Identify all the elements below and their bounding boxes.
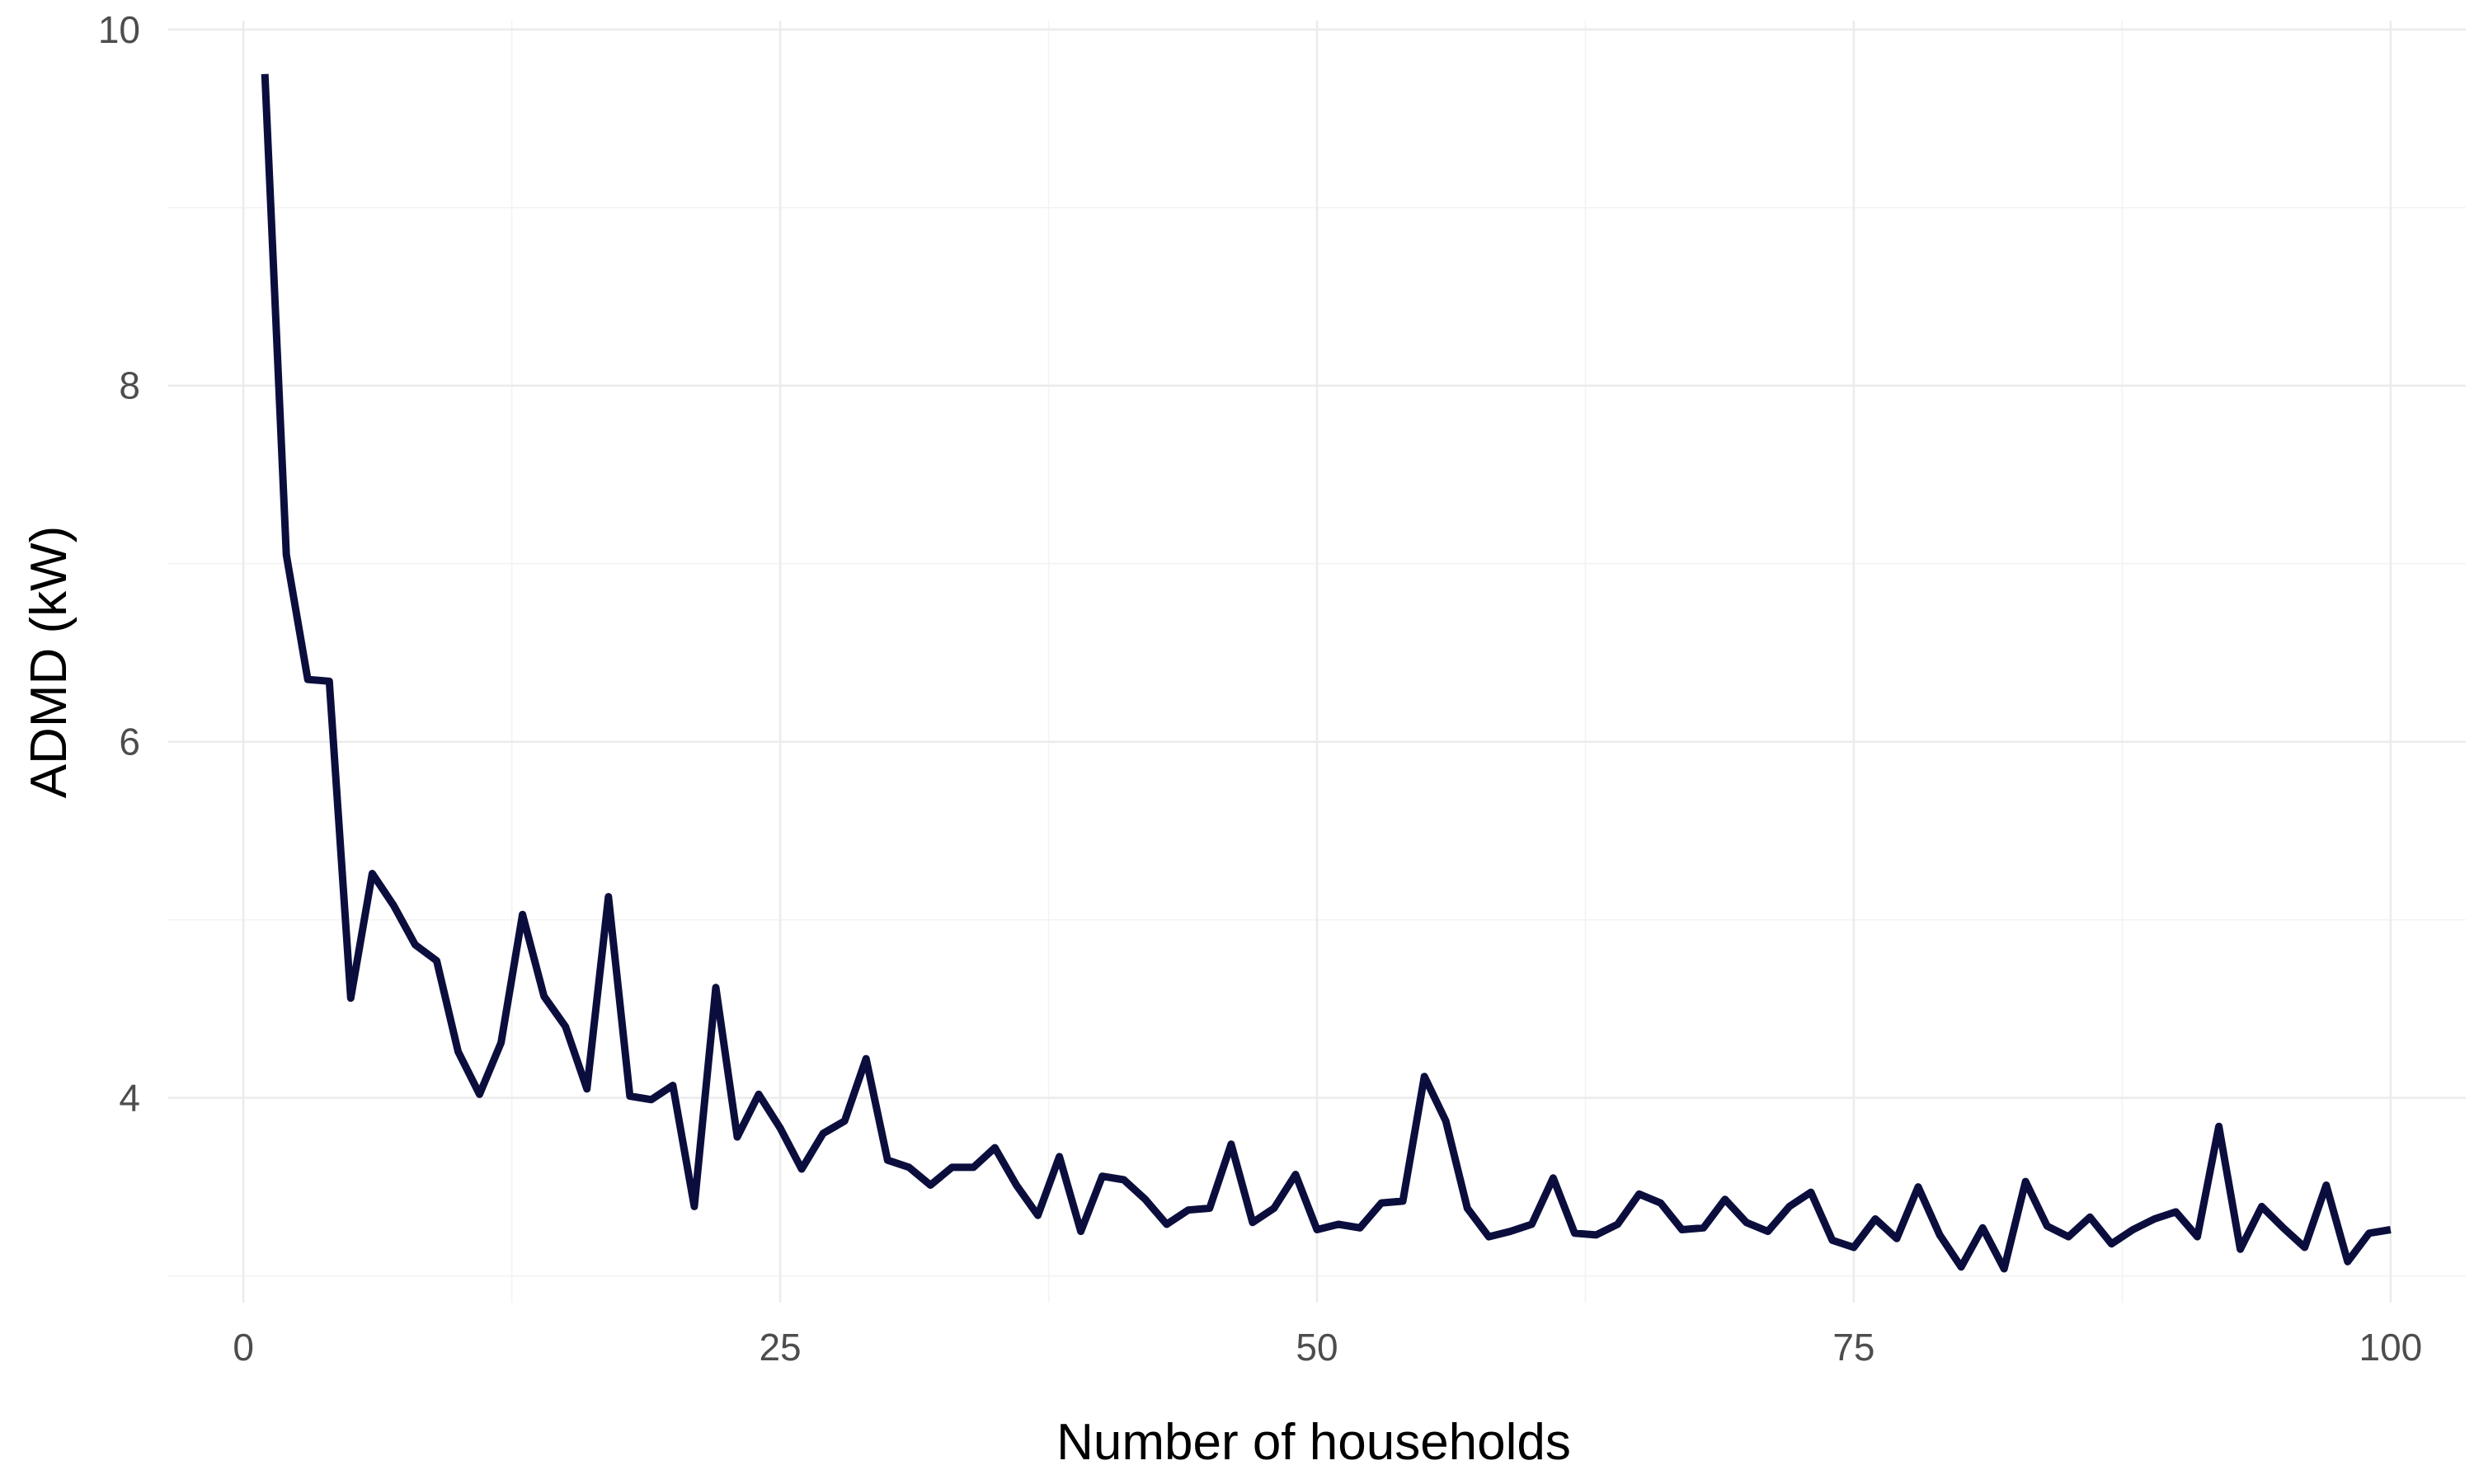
- x-tick-label: 75: [1832, 1326, 1874, 1369]
- y-axis-title: ADMD (kW): [21, 526, 78, 799]
- grid-layer: [168, 21, 2466, 1303]
- y-tick-label: 6: [119, 721, 140, 763]
- x-tick-label: 0: [233, 1326, 254, 1369]
- x-tick-label: 50: [1296, 1326, 1338, 1369]
- y-tick-label: 4: [119, 1077, 140, 1120]
- series-layer: [261, 73, 2392, 1273]
- y-tick-label: 10: [98, 8, 140, 51]
- series-line-admd: [261, 73, 2392, 1273]
- x-axis-title: Number of households: [1056, 1414, 1571, 1471]
- tick-label-layer: 0 25 50 75 100 4 6 8 10: [98, 8, 2422, 1369]
- x-tick-label: 25: [759, 1326, 801, 1369]
- y-tick-label: 8: [119, 364, 140, 407]
- x-tick-label: 100: [2359, 1326, 2422, 1369]
